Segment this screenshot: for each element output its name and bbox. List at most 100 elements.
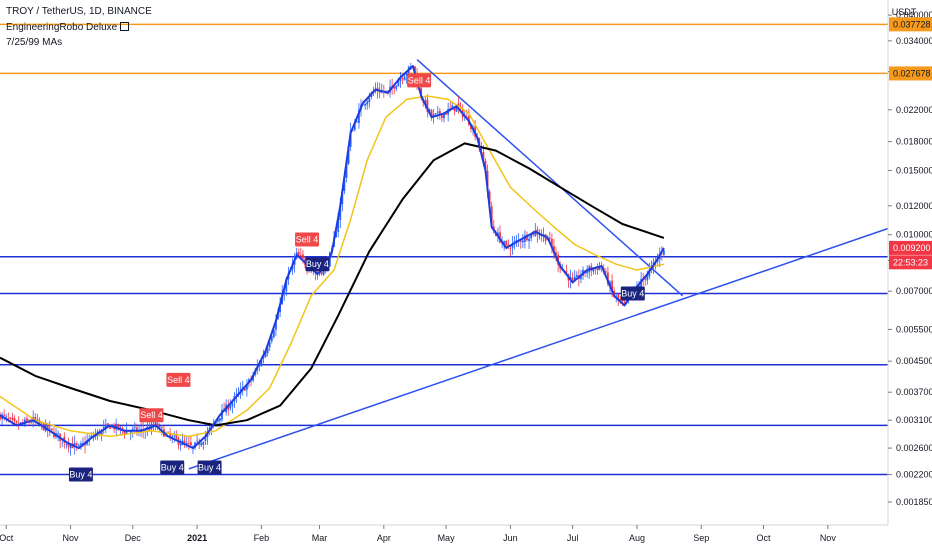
candle-body <box>13 418 16 421</box>
price-label-bg <box>889 240 932 255</box>
candle-body <box>169 434 172 437</box>
candle-body <box>364 103 367 106</box>
candle-body <box>526 234 528 241</box>
candle-body <box>565 271 568 274</box>
signal-box <box>305 257 330 272</box>
candle-body <box>189 442 192 446</box>
candle-body <box>48 427 51 429</box>
candle-body <box>619 298 622 301</box>
time-tick-label: Dec <box>125 533 142 543</box>
signal-text: Sell 4 <box>140 410 163 420</box>
candle-body <box>387 90 389 92</box>
candle-body <box>607 272 609 285</box>
price-label-bg <box>889 255 932 270</box>
candle-body <box>57 433 59 435</box>
time-tick-label: Oct <box>0 533 14 543</box>
candle-body <box>638 285 640 287</box>
trendline[interactable] <box>188 227 889 470</box>
candle-body <box>592 268 595 272</box>
ma7-line[interactable] <box>0 65 665 450</box>
candle-body <box>268 342 271 348</box>
candle-body <box>355 121 358 123</box>
candle-body <box>202 441 205 445</box>
price-tick-label: 0.007000 <box>896 286 932 296</box>
candle-body <box>598 266 601 271</box>
price-label: 0.009200 <box>889 240 932 255</box>
sell-signal[interactable]: Sell 4 <box>295 232 320 247</box>
candle-body <box>337 218 340 232</box>
candle-body <box>158 425 161 428</box>
price-label: 22:53:23 <box>889 255 932 270</box>
candle-body <box>509 248 512 250</box>
candle-body <box>353 122 356 130</box>
time-tick-label: Jul <box>567 533 579 543</box>
candle-body <box>438 110 441 116</box>
candle-body <box>272 330 275 338</box>
candle-body <box>395 85 398 89</box>
candle-body <box>131 428 134 431</box>
candle-body <box>320 271 323 274</box>
candle-body <box>457 103 460 108</box>
buy-signal[interactable]: Buy 4 <box>68 467 93 482</box>
candle-body <box>538 235 541 237</box>
price-tick-label: 0.001850 <box>896 497 932 507</box>
candle-body <box>90 435 93 438</box>
candle-body <box>617 294 620 300</box>
buy-signal[interactable]: Buy 4 <box>305 257 330 272</box>
time-tick-label: 2021 <box>187 533 207 543</box>
info-icon[interactable] <box>119 22 129 31</box>
candle-body <box>260 358 263 366</box>
candle-body <box>235 394 238 395</box>
candle-body <box>343 179 346 191</box>
candle-body <box>179 444 182 446</box>
candle-body <box>200 443 203 446</box>
candle-body <box>171 436 174 438</box>
candle-body <box>30 422 33 423</box>
candle-body <box>465 116 468 118</box>
candle-body <box>528 238 530 241</box>
candle-body <box>297 252 300 256</box>
ma25-line[interactable] <box>0 95 665 438</box>
signal-text: Sell 4 <box>408 75 431 85</box>
candle-body <box>328 252 331 267</box>
candle-body <box>252 375 255 381</box>
candle-body <box>399 78 402 82</box>
candle-body <box>187 442 190 444</box>
sell-signal[interactable]: Sell 4 <box>407 73 432 88</box>
candle-body <box>646 274 649 281</box>
candle-body <box>455 104 458 112</box>
candle-body <box>575 275 578 278</box>
candle-body <box>548 237 551 240</box>
candle-body <box>480 148 483 151</box>
price-tick-label: 0.002600 <box>896 443 932 453</box>
trendline[interactable] <box>416 59 684 297</box>
candle-body <box>430 110 433 118</box>
candle-body <box>285 278 288 292</box>
candle-body <box>50 428 53 431</box>
candle-body <box>106 423 109 426</box>
ma99-line[interactable] <box>0 142 665 427</box>
buy-signal[interactable]: Buy 4 <box>197 460 222 475</box>
candle-body <box>160 427 163 428</box>
sell-signal[interactable]: Sell 4 <box>139 408 164 423</box>
sell-signal[interactable]: Sell 4 <box>166 372 191 387</box>
candle-body <box>302 254 304 259</box>
candle-body <box>534 230 537 236</box>
candle-body <box>445 113 447 115</box>
candle-body <box>77 445 80 446</box>
time-tick-label: Nov <box>820 533 837 543</box>
time-axis[interactable]: Oct Nov Dec 2021 Feb Mar Apr May Jun Jul Aug Sep Oct… <box>0 525 836 543</box>
candle-body <box>192 446 194 448</box>
candle-body <box>183 440 186 443</box>
buy-signal[interactable]: Buy 4 <box>620 286 645 301</box>
signal-text: Sell 4 <box>167 375 190 385</box>
candle-body <box>347 146 350 164</box>
buy-signal[interactable]: Buy 4 <box>160 460 185 475</box>
moving-averages <box>0 65 665 450</box>
signal-box <box>68 467 93 482</box>
candle-body <box>133 427 136 428</box>
signal-labels: Sell 4 Sell 4 Sell 4 Sell 4 Buy 4 Buy 4 Buy 4 B… <box>68 73 645 482</box>
candle-body <box>580 276 582 280</box>
